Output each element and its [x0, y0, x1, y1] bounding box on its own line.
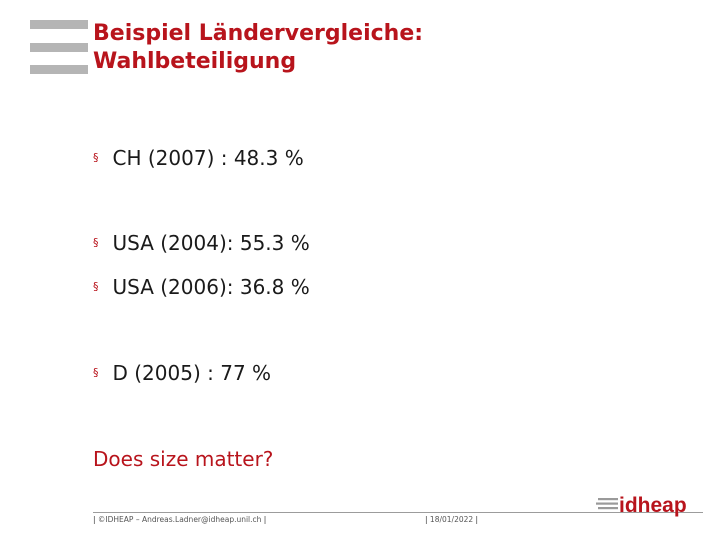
- bullet-icon: §: [93, 236, 99, 249]
- footer-credit: | ©IDHEAP – Andreas.Ladner@idheap.unil.c…: [93, 515, 266, 525]
- bullet-icon: §: [93, 280, 99, 293]
- footer-separator: |: [93, 515, 96, 524]
- bullet-text: USA (2006): 36.8 %: [112, 275, 310, 299]
- idheap-logo: idheap: [596, 494, 687, 517]
- footer-divider: [93, 512, 703, 513]
- footer-credit-text: ©IDHEAP – Andreas.Ladner@idheap.unil.ch: [97, 515, 262, 524]
- bullet-item: § USA (2004): 55.3 %: [93, 231, 310, 255]
- footer-date: | 18/01/2022 |: [425, 515, 478, 525]
- bullet-icon: §: [93, 366, 99, 379]
- bullet-icon: §: [93, 151, 99, 164]
- decorative-bar: [30, 20, 88, 29]
- question-text: Does size matter?: [93, 447, 274, 471]
- decorative-bar: [30, 43, 88, 52]
- bullet-item: § CH (2007) : 48.3 %: [93, 146, 304, 170]
- footer-separator: |: [475, 515, 479, 524]
- footer-separator: |: [263, 515, 267, 524]
- idheap-logo-icon: [596, 498, 618, 510]
- decorative-bar: [30, 65, 88, 74]
- logo-text: idheap: [619, 494, 687, 517]
- footer-date-text: 18/01/2022: [429, 515, 474, 524]
- bullet-item: § D (2005) : 77 %: [93, 361, 271, 385]
- footer-separator: |: [425, 515, 428, 524]
- bullet-text: USA (2004): 55.3 %: [112, 231, 310, 255]
- slide-title: Beispiel Ländervergleiche: Wahlbeteiligu…: [93, 20, 423, 76]
- bullet-text: D (2005) : 77 %: [112, 361, 272, 385]
- slide-title-line-2: Wahlbeteiligung: [93, 49, 297, 74]
- bullet-text: CH (2007) : 48.3 %: [112, 146, 304, 170]
- slide-title-line-1: Beispiel Ländervergleiche:: [93, 21, 424, 46]
- decorative-bars: [30, 20, 88, 76]
- bullet-item: § USA (2006): 36.8 %: [93, 275, 310, 299]
